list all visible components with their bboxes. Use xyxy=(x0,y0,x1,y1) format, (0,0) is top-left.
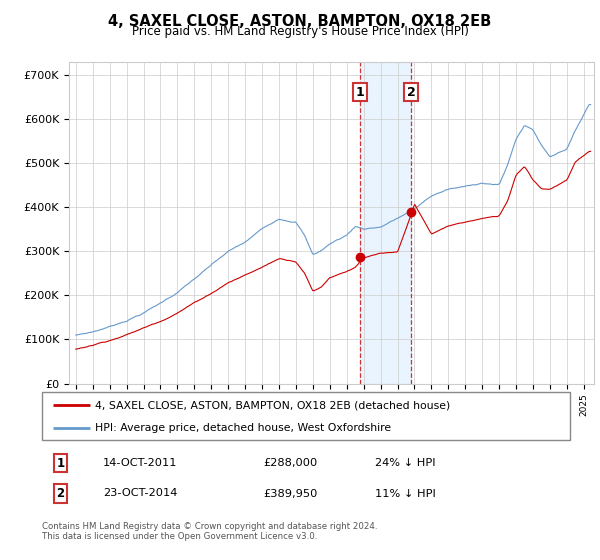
Text: 1: 1 xyxy=(56,457,65,470)
Text: £389,950: £389,950 xyxy=(264,488,318,498)
Text: 23-OCT-2014: 23-OCT-2014 xyxy=(103,488,177,498)
Text: 24% ↓ HPI: 24% ↓ HPI xyxy=(374,459,435,468)
Bar xyxy=(360,62,411,384)
Text: Price paid vs. HM Land Registry's House Price Index (HPI): Price paid vs. HM Land Registry's House … xyxy=(131,25,469,38)
Text: 1: 1 xyxy=(356,86,364,99)
Text: £288,000: £288,000 xyxy=(264,459,318,468)
Text: 4, SAXEL CLOSE, ASTON, BAMPTON, OX18 2EB (detached house): 4, SAXEL CLOSE, ASTON, BAMPTON, OX18 2EB… xyxy=(95,400,450,410)
Text: HPI: Average price, detached house, West Oxfordshire: HPI: Average price, detached house, West… xyxy=(95,423,391,433)
Text: 11% ↓ HPI: 11% ↓ HPI xyxy=(374,488,436,498)
Text: 4, SAXEL CLOSE, ASTON, BAMPTON, OX18 2EB: 4, SAXEL CLOSE, ASTON, BAMPTON, OX18 2EB xyxy=(109,14,491,29)
Text: 14-OCT-2011: 14-OCT-2011 xyxy=(103,459,177,468)
Text: 2: 2 xyxy=(407,86,416,99)
Text: Contains HM Land Registry data © Crown copyright and database right 2024.
This d: Contains HM Land Registry data © Crown c… xyxy=(42,522,377,542)
Text: 2: 2 xyxy=(56,487,65,500)
